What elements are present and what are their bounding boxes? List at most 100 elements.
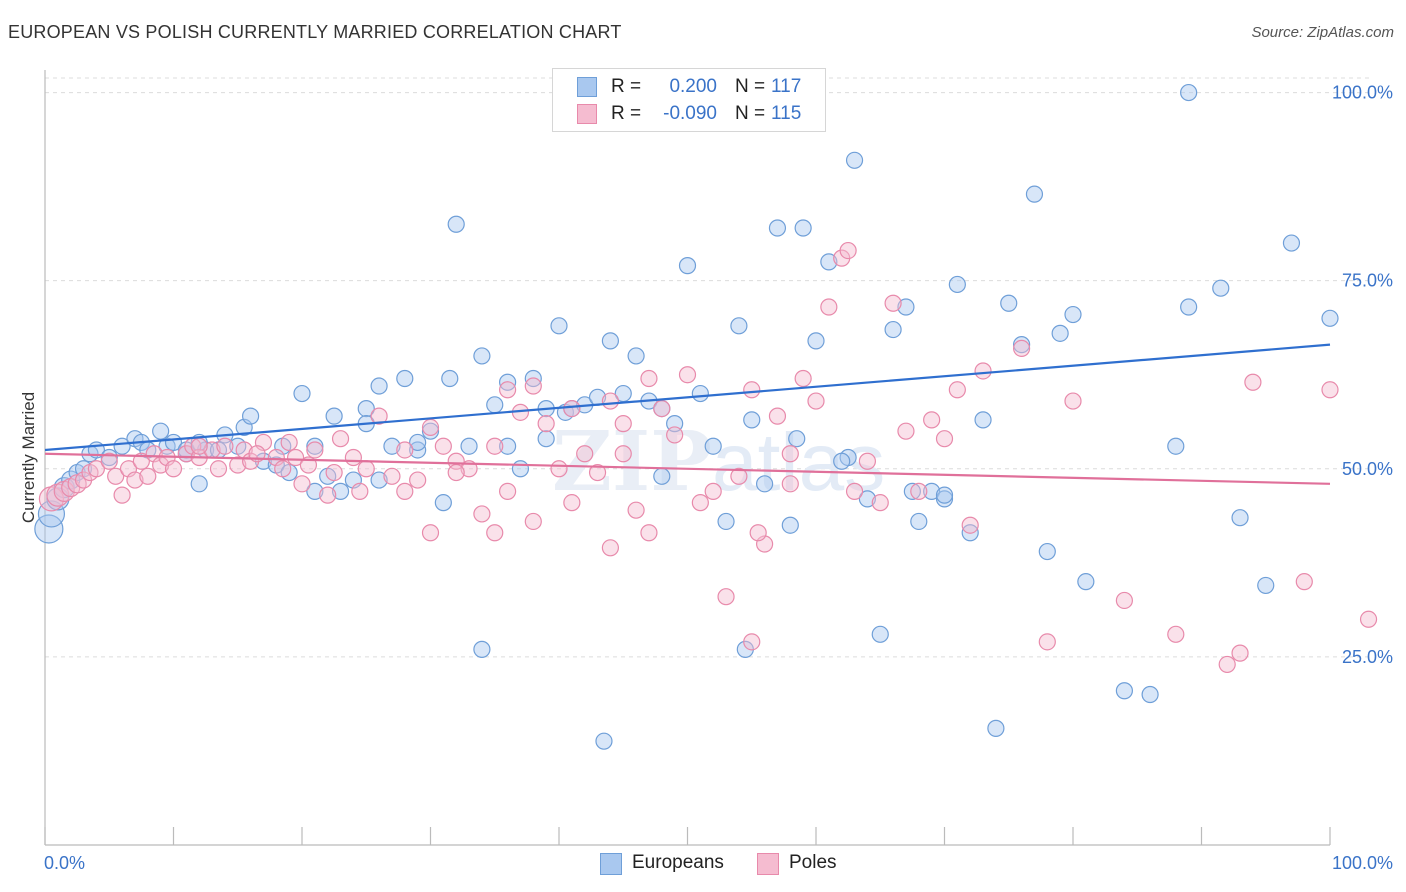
poles-point <box>216 437 234 455</box>
europeans-point <box>357 399 375 418</box>
poles-point <box>897 422 915 440</box>
n-value: 115 <box>771 103 802 124</box>
europeans-point <box>935 486 954 504</box>
europeans-point <box>1180 298 1198 316</box>
poles-point <box>923 411 941 429</box>
axes: Currently Married <box>19 70 1331 846</box>
poles-point <box>781 445 799 463</box>
poles-point <box>884 294 902 312</box>
poles-point <box>132 452 150 470</box>
poles-swatch <box>757 853 779 875</box>
europeans-point <box>1141 685 1159 704</box>
poles-point <box>717 588 735 606</box>
europeans-point <box>190 475 208 493</box>
europeans-point <box>1257 576 1275 595</box>
europeans-point <box>1077 573 1095 591</box>
poles-point <box>601 539 620 557</box>
legend-row-europeans: R = 0.200 N = 117 <box>553 74 825 100</box>
europeans-point <box>383 437 401 455</box>
europeans-point <box>730 317 748 335</box>
europeans-point <box>37 500 66 528</box>
europeans-point <box>974 411 992 429</box>
y-tick-label: 100.0% <box>1332 83 1393 103</box>
poles-swatch <box>577 104 597 124</box>
poles-point <box>730 467 748 485</box>
poles-point <box>209 460 228 478</box>
europeans-swatch <box>577 77 597 97</box>
europeans-trend-line <box>44 343 1331 452</box>
europeans-point <box>331 482 350 500</box>
europeans-point <box>242 407 260 425</box>
poles-point <box>839 241 857 260</box>
poles-point <box>1218 655 1236 674</box>
europeans-point <box>100 448 118 467</box>
europeans-point <box>1282 234 1301 252</box>
x-tick-label: 100.0% <box>1332 853 1393 873</box>
poles-point <box>325 463 343 482</box>
r-value: 0.200 <box>669 76 717 97</box>
europeans-swatch <box>600 853 622 875</box>
poles-point <box>126 471 144 489</box>
europeans-point <box>306 437 324 455</box>
n-value: 117 <box>771 76 802 97</box>
poles-point <box>550 460 568 478</box>
legend-row-poles: R = -0.090 N = 115 <box>553 101 825 127</box>
poles-point <box>139 467 157 485</box>
poles-point <box>961 516 979 534</box>
watermark-zip: ZIP <box>552 414 712 510</box>
poles-point <box>974 362 992 380</box>
europeans-point <box>396 369 414 388</box>
poles-point <box>794 369 812 388</box>
europeans-point <box>601 332 620 350</box>
poles-point <box>499 482 517 500</box>
poles-point <box>190 437 208 455</box>
watermark-atlas: atlas <box>712 417 885 508</box>
europeans-point <box>897 298 915 316</box>
poles-point <box>344 448 362 467</box>
legend-label: Europeans <box>632 852 724 873</box>
poles-point <box>588 463 607 482</box>
y-tick-label: 75.0% <box>1342 271 1393 291</box>
poles-point <box>306 441 324 459</box>
poles-point <box>409 471 427 489</box>
europeans-point <box>113 437 131 455</box>
correlation-legend: R = 0.200 N = 117 R = -0.090 N = 115 <box>552 68 826 132</box>
poles-point <box>486 524 504 542</box>
europeans-point <box>743 411 761 429</box>
poles-point <box>1359 610 1378 628</box>
poles-point <box>1012 339 1031 357</box>
europeans-point <box>794 219 812 237</box>
poles-point <box>858 452 877 470</box>
poles-point <box>1295 573 1313 591</box>
poles-point <box>749 524 767 542</box>
europeans-point <box>1231 509 1249 527</box>
europeans-point <box>441 369 459 388</box>
europeans-point <box>306 482 324 500</box>
poles-point <box>691 494 709 512</box>
poles-point <box>910 482 928 500</box>
poles-points <box>38 241 1378 674</box>
poles-point <box>421 418 440 437</box>
y-axis-title: Currently Married <box>19 392 38 523</box>
europeans-point <box>903 482 921 500</box>
europeans-point <box>370 377 388 395</box>
poles-point <box>1115 591 1134 610</box>
poles-point <box>524 512 542 531</box>
europeans-point <box>1012 336 1031 354</box>
poles-point <box>280 433 298 452</box>
watermark: ZIP atlas <box>552 414 885 510</box>
europeans-point <box>499 437 517 455</box>
source-credit: Source: ZipAtlas.com <box>1251 24 1394 41</box>
n-label: N = <box>735 103 766 124</box>
poles-point <box>768 407 787 425</box>
europeans-point <box>550 317 568 335</box>
europeans-point <box>1115 682 1134 700</box>
poles-point <box>331 430 350 448</box>
poles-point <box>1038 633 1056 651</box>
europeans-point <box>948 275 966 294</box>
poles-point <box>370 407 388 425</box>
europeans-point <box>858 490 877 508</box>
poles-point <box>107 467 125 485</box>
europeans-point <box>421 422 440 440</box>
